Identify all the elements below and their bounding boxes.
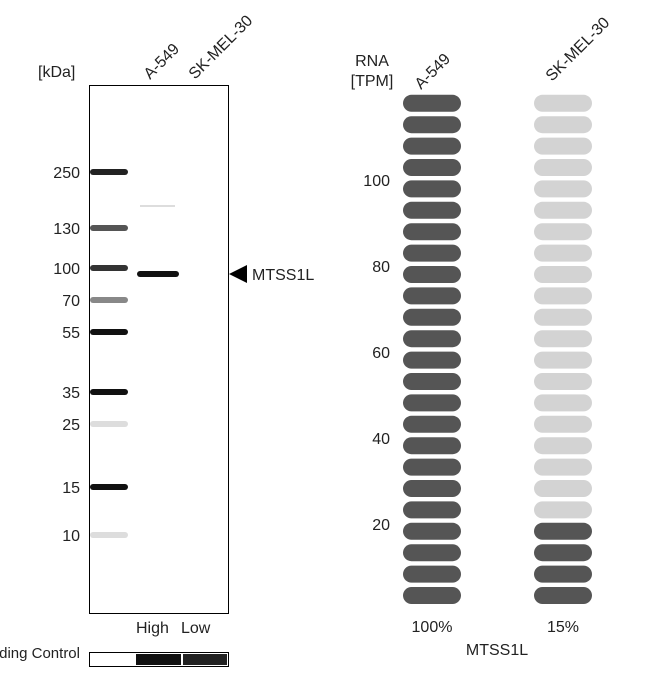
- pill: [403, 587, 461, 604]
- pill: [403, 159, 461, 176]
- pill: [534, 244, 592, 262]
- ladder-band: [90, 225, 128, 231]
- ladder-band: [90, 329, 128, 335]
- y-tick-label: 40: [372, 431, 390, 448]
- pill: [403, 565, 461, 583]
- y-tick-label: 20: [372, 517, 390, 534]
- marker-label: 130: [53, 221, 80, 238]
- target-band: [137, 271, 179, 277]
- pill: [534, 415, 592, 433]
- pill: [403, 544, 461, 562]
- ladder-band: [90, 421, 128, 427]
- marker-label: 55: [62, 325, 80, 342]
- pill: [534, 458, 592, 476]
- pill: [534, 180, 592, 198]
- loading-band: [136, 654, 181, 665]
- pill: [534, 565, 592, 583]
- ladder-band: [90, 169, 128, 175]
- pill: [534, 373, 592, 390]
- pill: [403, 223, 461, 241]
- pill: [403, 480, 461, 497]
- marker-label: 250: [53, 165, 80, 182]
- pill: [534, 544, 592, 562]
- rna-chart: 20 40 60 80 100 A-549 100% SK-MEL-30 15%: [363, 14, 613, 636]
- ladder-band: [90, 265, 128, 271]
- pill: [403, 415, 461, 433]
- ladder-band: [90, 389, 128, 395]
- pill: [403, 94, 461, 112]
- marker-label: 70: [62, 293, 80, 310]
- pill: [403, 244, 461, 262]
- ladder-band: [90, 532, 128, 538]
- lane-label: A-549: [141, 41, 183, 83]
- ladder: [90, 169, 128, 538]
- level-label: Low: [181, 620, 211, 637]
- pill: [534, 137, 592, 155]
- pill: [534, 394, 592, 412]
- pill: [403, 116, 461, 134]
- column-label: A-549: [412, 51, 454, 93]
- y-tick-label: 80: [372, 259, 390, 276]
- percent-label: 100%: [412, 619, 453, 636]
- arrow: [229, 265, 247, 283]
- y-tick-label: 60: [372, 345, 390, 362]
- y-tick-label: 100: [363, 173, 390, 190]
- loading-label: Loading Control: [0, 645, 80, 662]
- marker-label: 25: [62, 417, 80, 434]
- pill: [534, 330, 592, 348]
- pill: [403, 351, 461, 369]
- pill: [403, 437, 461, 455]
- pill: [534, 501, 592, 519]
- pill: [403, 330, 461, 348]
- pill: [534, 587, 592, 604]
- pill: [534, 159, 592, 176]
- pill: [534, 223, 592, 241]
- marker-label: 15: [62, 480, 80, 497]
- percent-label: 15%: [547, 619, 579, 636]
- pill: [403, 180, 461, 198]
- pill: [534, 201, 592, 219]
- ladder-band: [90, 297, 128, 303]
- pill: [534, 522, 592, 540]
- pill: [403, 201, 461, 219]
- marker-label: 35: [62, 385, 80, 402]
- pill: [403, 458, 461, 476]
- pill: [534, 266, 592, 283]
- pill: [403, 266, 461, 283]
- pill: [403, 522, 461, 540]
- ladder-band: [90, 484, 128, 490]
- target-label: MTSS1L: [252, 267, 314, 284]
- pill: [534, 308, 592, 326]
- pill: [534, 94, 592, 112]
- pill: [403, 373, 461, 390]
- marker-label: 10: [62, 528, 80, 545]
- pill: [403, 137, 461, 155]
- pill: [534, 480, 592, 497]
- unit-label: [kDa]: [38, 64, 75, 81]
- gene-label: MTSS1L: [466, 642, 528, 659]
- rna-axis-label: RNA [TPM]: [351, 53, 394, 90]
- column-label: SK-MEL-30: [543, 14, 614, 85]
- pill: [403, 501, 461, 519]
- pill: [534, 287, 592, 305]
- pill: [403, 308, 461, 326]
- lane-label: SK-MEL-30: [186, 12, 257, 83]
- pill: [534, 116, 592, 134]
- level-label: High: [136, 620, 169, 637]
- pill: [403, 287, 461, 305]
- loading-band: [183, 654, 227, 665]
- marker-label: 100: [53, 261, 80, 278]
- pill: [534, 351, 592, 369]
- faint-band: [140, 205, 175, 207]
- pill: [403, 394, 461, 412]
- pill: [534, 437, 592, 455]
